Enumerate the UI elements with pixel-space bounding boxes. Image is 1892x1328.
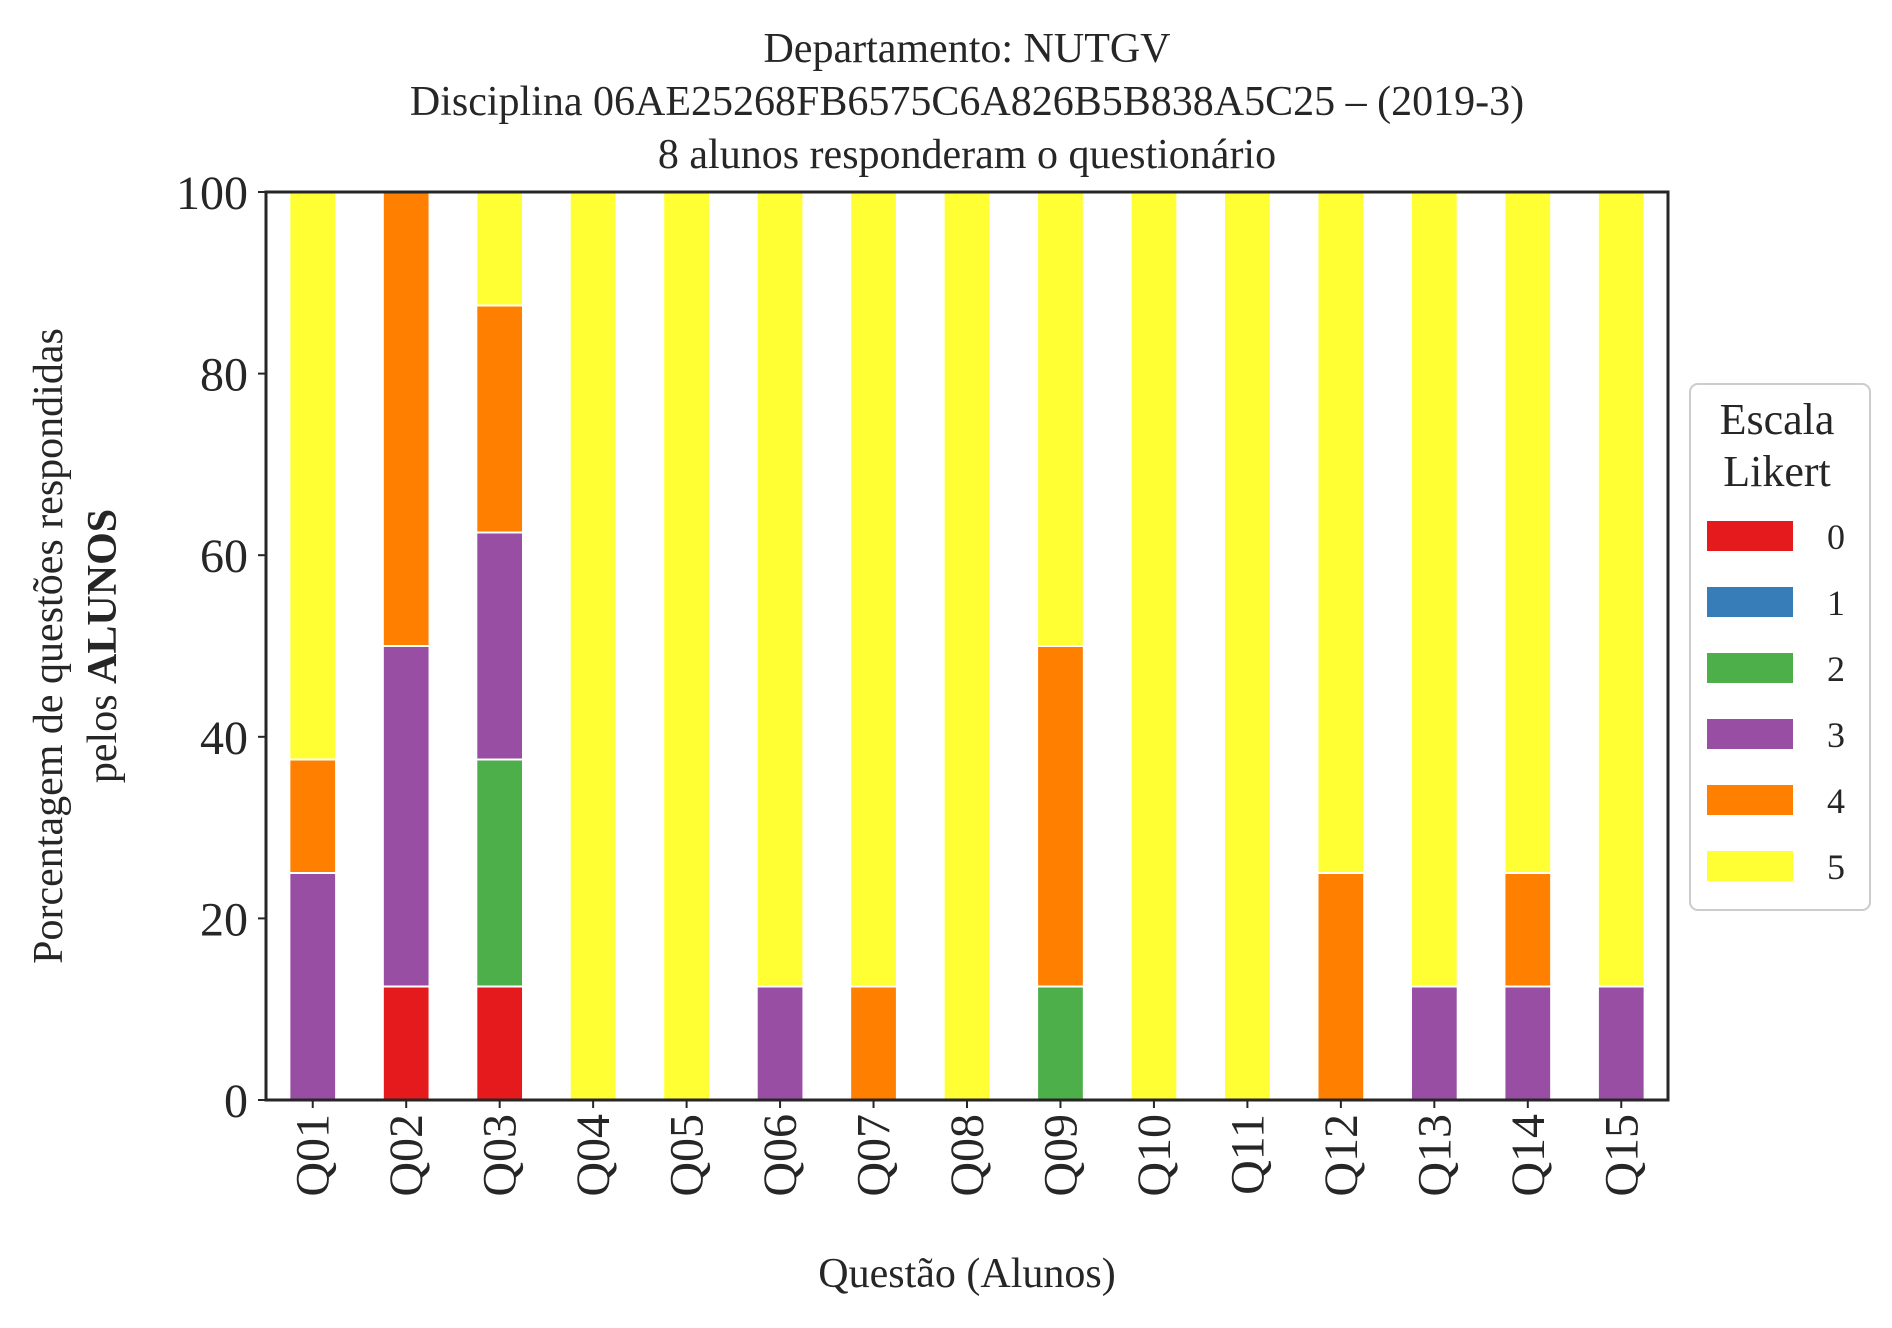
- x-tick-label: Q11: [1221, 1114, 1274, 1195]
- y-tick-label: 20: [200, 893, 248, 946]
- x-tick-label: Q01: [287, 1114, 340, 1197]
- y-tick-label: 100: [176, 167, 248, 220]
- x-tick-label: Q04: [567, 1114, 620, 1197]
- legend-swatch-1: [1707, 587, 1793, 617]
- bar-q15-likert-3: [1596, 985, 1646, 1101]
- legend-title-line2: Likert: [1723, 447, 1831, 496]
- bar-q06-likert-3: [755, 985, 805, 1101]
- y-tick-label: 60: [200, 530, 248, 583]
- bar-q04-likert-5: [568, 191, 618, 1101]
- chart-title: Departamento: NUTGV Disciplina 06AE25268…: [410, 26, 1524, 178]
- bar-q14-likert-5: [1503, 191, 1553, 874]
- bar-q07-likert-4: [849, 985, 898, 1101]
- x-axis-ticks: Q01 Q02 Q03 Q04 Q05 Q06 Q07 Q08 Q09 Q10 Q11 Q12 Q13 Q…: [287, 1100, 1648, 1197]
- title-line-department: Departamento: NUTGV: [763, 26, 1170, 72]
- y-axis-label-line1: Porcentagem de questões respondidas: [26, 328, 72, 964]
- bars-group: [288, 191, 1646, 1101]
- bar-q10-likert-5: [1129, 191, 1179, 1101]
- bar-q13-likert-5: [1409, 191, 1459, 988]
- legend-label-2: 2: [1827, 649, 1845, 689]
- legend: Escala Likert 0 1 2 3 4 5: [1689, 383, 1871, 911]
- bar-q14-likert-4: [1503, 872, 1553, 988]
- bar-q02-likert-0: [381, 985, 431, 1101]
- bar-q01-likert-4: [288, 758, 338, 874]
- bar-q02-likert-4: [381, 191, 431, 647]
- bar-q12-likert-4: [1316, 872, 1366, 1101]
- bar-q12-likert-5: [1316, 191, 1366, 874]
- bar-q05-likert-5: [662, 191, 711, 1101]
- bar-q03-likert-3: [475, 531, 525, 761]
- x-tick-label: Q09: [1034, 1114, 1087, 1197]
- legend-swatch-3: [1707, 719, 1793, 749]
- x-tick-label: Q03: [474, 1114, 527, 1197]
- y-axis-label-line2: pelos ALUNOS: [80, 509, 126, 783]
- bar-q11-likert-5: [1223, 191, 1272, 1101]
- bar-q09-likert-2: [1036, 985, 1085, 1101]
- title-line-respondents: 8 alunos responderam o questionário: [658, 132, 1276, 178]
- legend-swatch-2: [1707, 653, 1793, 683]
- bar-q09-likert-5: [1036, 191, 1085, 647]
- x-axis-label: Questão (Alunos): [818, 1251, 1115, 1297]
- bar-q06-likert-5: [755, 191, 805, 988]
- y-axis-label-prefix: pelos: [80, 684, 126, 783]
- title-line-course: Disciplina 06AE25268FB6575C6A826B5B838A5…: [410, 79, 1524, 125]
- x-tick-label: Q13: [1408, 1114, 1461, 1197]
- bar-q03-likert-4: [475, 304, 525, 534]
- plot-frame: [264, 190, 1670, 1102]
- x-tick-label: Q08: [941, 1114, 994, 1197]
- x-tick-label: Q05: [661, 1114, 714, 1197]
- y-axis-label-emphasis: ALUNOS: [80, 509, 126, 684]
- x-tick-label: Q07: [848, 1114, 901, 1197]
- bar-q07-likert-5: [849, 191, 898, 988]
- legend-swatch-0: [1707, 521, 1793, 551]
- bar-q13-likert-3: [1409, 985, 1459, 1101]
- x-tick-label: Q02: [380, 1114, 433, 1197]
- bar-q01-likert-3: [288, 872, 338, 1101]
- x-tick-label: Q12: [1315, 1114, 1368, 1197]
- legend-title-line1: Escala: [1720, 395, 1835, 444]
- legend-label-4: 4: [1827, 781, 1845, 821]
- legend-frame: [1689, 383, 1871, 911]
- bar-q03-likert-2: [475, 758, 525, 988]
- legend-items: 0 1 2 3 4 5: [1707, 517, 1845, 887]
- bar-q03-likert-5: [475, 191, 525, 307]
- legend-swatch-5: [1707, 851, 1793, 881]
- legend-label-3: 3: [1827, 715, 1845, 755]
- y-tick-label: 80: [200, 349, 248, 402]
- x-tick-label: Q06: [754, 1114, 807, 1197]
- x-tick-label: Q15: [1595, 1114, 1648, 1197]
- y-tick-label: 40: [200, 712, 248, 765]
- legend-label-5: 5: [1827, 847, 1845, 887]
- bar-q09-likert-4: [1036, 645, 1085, 988]
- bar-q02-likert-3: [381, 645, 431, 988]
- y-axis-label: Porcentagem de questões respondidas pelo…: [26, 328, 126, 964]
- bar-q15-likert-5: [1596, 191, 1646, 988]
- x-tick-label: Q14: [1502, 1114, 1555, 1197]
- x-tick-label: Q10: [1128, 1114, 1181, 1197]
- y-axis-ticks: 0 20 40 60 80 100: [176, 167, 266, 1128]
- bar-q01-likert-5: [288, 191, 338, 761]
- legend-label-0: 0: [1827, 517, 1845, 557]
- bar-q08-likert-5: [942, 191, 992, 1101]
- bar-q14-likert-3: [1503, 985, 1553, 1101]
- legend-swatch-4: [1707, 785, 1793, 815]
- y-tick-label: 0: [224, 1075, 248, 1128]
- legend-label-1: 1: [1827, 583, 1845, 623]
- bar-q03-likert-0: [475, 985, 525, 1101]
